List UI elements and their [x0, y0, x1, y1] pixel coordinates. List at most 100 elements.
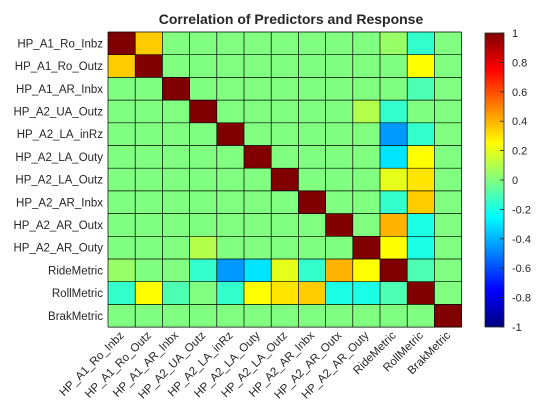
heatmap-cell	[298, 304, 326, 328]
heatmap-cell	[244, 168, 272, 192]
heatmap-cell	[325, 100, 354, 124]
y-tick-label: HP_A2_UA_Outz	[14, 106, 104, 118]
heatmap-cell	[216, 77, 245, 101]
y-tick-label: HP_A2_AR_Inbx	[16, 197, 103, 209]
heatmap-cell	[298, 32, 326, 55]
heatmap-cell	[189, 122, 218, 146]
heatmap-cell	[135, 168, 163, 192]
heatmap-cell	[325, 281, 354, 305]
heatmap-cell	[325, 122, 354, 146]
heatmap-cell	[434, 190, 462, 214]
heatmap-cell	[298, 236, 326, 260]
heatmap-cell	[216, 304, 245, 328]
heatmap-cell	[407, 281, 435, 305]
heatmap-cell	[380, 304, 408, 328]
heatmap-cell	[189, 145, 218, 169]
heatmap-cell	[189, 54, 218, 78]
heatmap-cell	[135, 122, 163, 146]
heatmap-cell	[407, 54, 435, 78]
y-tick-label: HP_A1_Ro_Outz	[15, 61, 103, 73]
heatmap-cell	[108, 281, 136, 305]
heatmap-cell	[325, 304, 354, 328]
heatmap-cell	[352, 236, 381, 260]
heatmap-cell	[216, 190, 245, 214]
heatmap-cell	[189, 281, 218, 305]
y-axis-labels: HP_A1_Ro_Inbz HP_A1_Ro_Outz HP_A1_AR_Inbx H…	[14, 38, 104, 322]
heatmap-cell	[352, 32, 381, 55]
heatmap-cell	[271, 77, 299, 101]
heatmap-cell	[244, 259, 272, 282]
heatmap-cell	[434, 304, 462, 328]
heatmap-cell	[244, 122, 272, 146]
heatmap-cell	[135, 259, 163, 282]
heatmap-cell	[244, 213, 272, 237]
heatmap-cell	[108, 304, 136, 328]
heatmap-cell	[298, 145, 326, 169]
heatmap-cell	[407, 100, 435, 124]
heatmap-cell	[162, 304, 190, 328]
heatmap-cell	[380, 213, 408, 237]
heatmap-cell	[325, 77, 354, 101]
heatmap-cell	[244, 100, 272, 124]
heatmap-cell	[407, 259, 435, 282]
heatmap-cell	[162, 213, 190, 237]
heatmap-cell	[407, 236, 435, 260]
heatmap-cell	[244, 236, 272, 260]
heatmap-cell	[135, 54, 163, 78]
colorbar-tick-label: -0.8	[512, 293, 531, 305]
y-tick-label: RideMetric	[48, 265, 103, 277]
heatmap-cell	[298, 77, 326, 101]
heatmap-cell	[271, 100, 299, 124]
heatmap-cell	[434, 54, 462, 78]
heatmap-cell	[108, 190, 136, 214]
heatmap-cell	[135, 77, 163, 101]
heatmap-cell	[108, 54, 136, 78]
heatmap-cell	[271, 281, 299, 305]
heatmap-cell	[407, 168, 435, 192]
heatmap-cell	[380, 122, 408, 146]
heatmap-cell	[407, 190, 435, 214]
heatmap-cell	[271, 259, 299, 282]
heatmap-cell	[434, 259, 462, 282]
heatmap-cell	[135, 236, 163, 260]
heatmap-cell	[325, 168, 354, 192]
heatmap-cell	[352, 213, 381, 237]
heatmap-cell	[380, 259, 408, 282]
heatmap-cell	[325, 213, 354, 237]
y-tick-label: BrakMetric	[48, 311, 103, 323]
heatmap-cell	[189, 236, 218, 260]
heatmap-cell	[325, 145, 354, 169]
heatmap-cell	[434, 32, 462, 55]
heatmap-cell	[352, 122, 381, 146]
heatmap-cell	[271, 190, 299, 214]
heatmap-cell	[216, 145, 245, 169]
heatmap-cell	[244, 145, 272, 169]
y-tick-label: RollMetric	[52, 288, 103, 300]
heatmap-cells	[108, 32, 462, 328]
heatmap-cell	[244, 77, 272, 101]
heatmap-cell	[189, 77, 218, 101]
heatmap-cell	[325, 190, 354, 214]
heatmap-cell	[325, 32, 354, 55]
heatmap-cell	[216, 100, 245, 124]
heatmap-cell	[135, 32, 163, 55]
heatmap-cell	[135, 304, 163, 328]
heatmap-cell	[271, 54, 299, 78]
heatmap-cell	[407, 145, 435, 169]
heatmap-cell	[108, 77, 136, 101]
heatmap-cell	[189, 100, 218, 124]
heatmap-cell	[216, 281, 245, 305]
heatmap-cell	[189, 259, 218, 282]
y-tick-label: HP_A2_LA_Outy	[15, 152, 103, 164]
heatmap-cell	[271, 213, 299, 237]
heatmap-cell	[189, 190, 218, 214]
heatmap-cell	[216, 259, 245, 282]
heatmap-cell	[271, 32, 299, 55]
heatmap-cell	[352, 304, 381, 328]
heatmap-cell	[407, 213, 435, 237]
heatmap-cell	[352, 281, 381, 305]
heatmap-cell	[216, 236, 245, 260]
heatmap-cell	[298, 54, 326, 78]
heatmap-cell	[325, 236, 354, 260]
heatmap-cell	[189, 304, 218, 328]
